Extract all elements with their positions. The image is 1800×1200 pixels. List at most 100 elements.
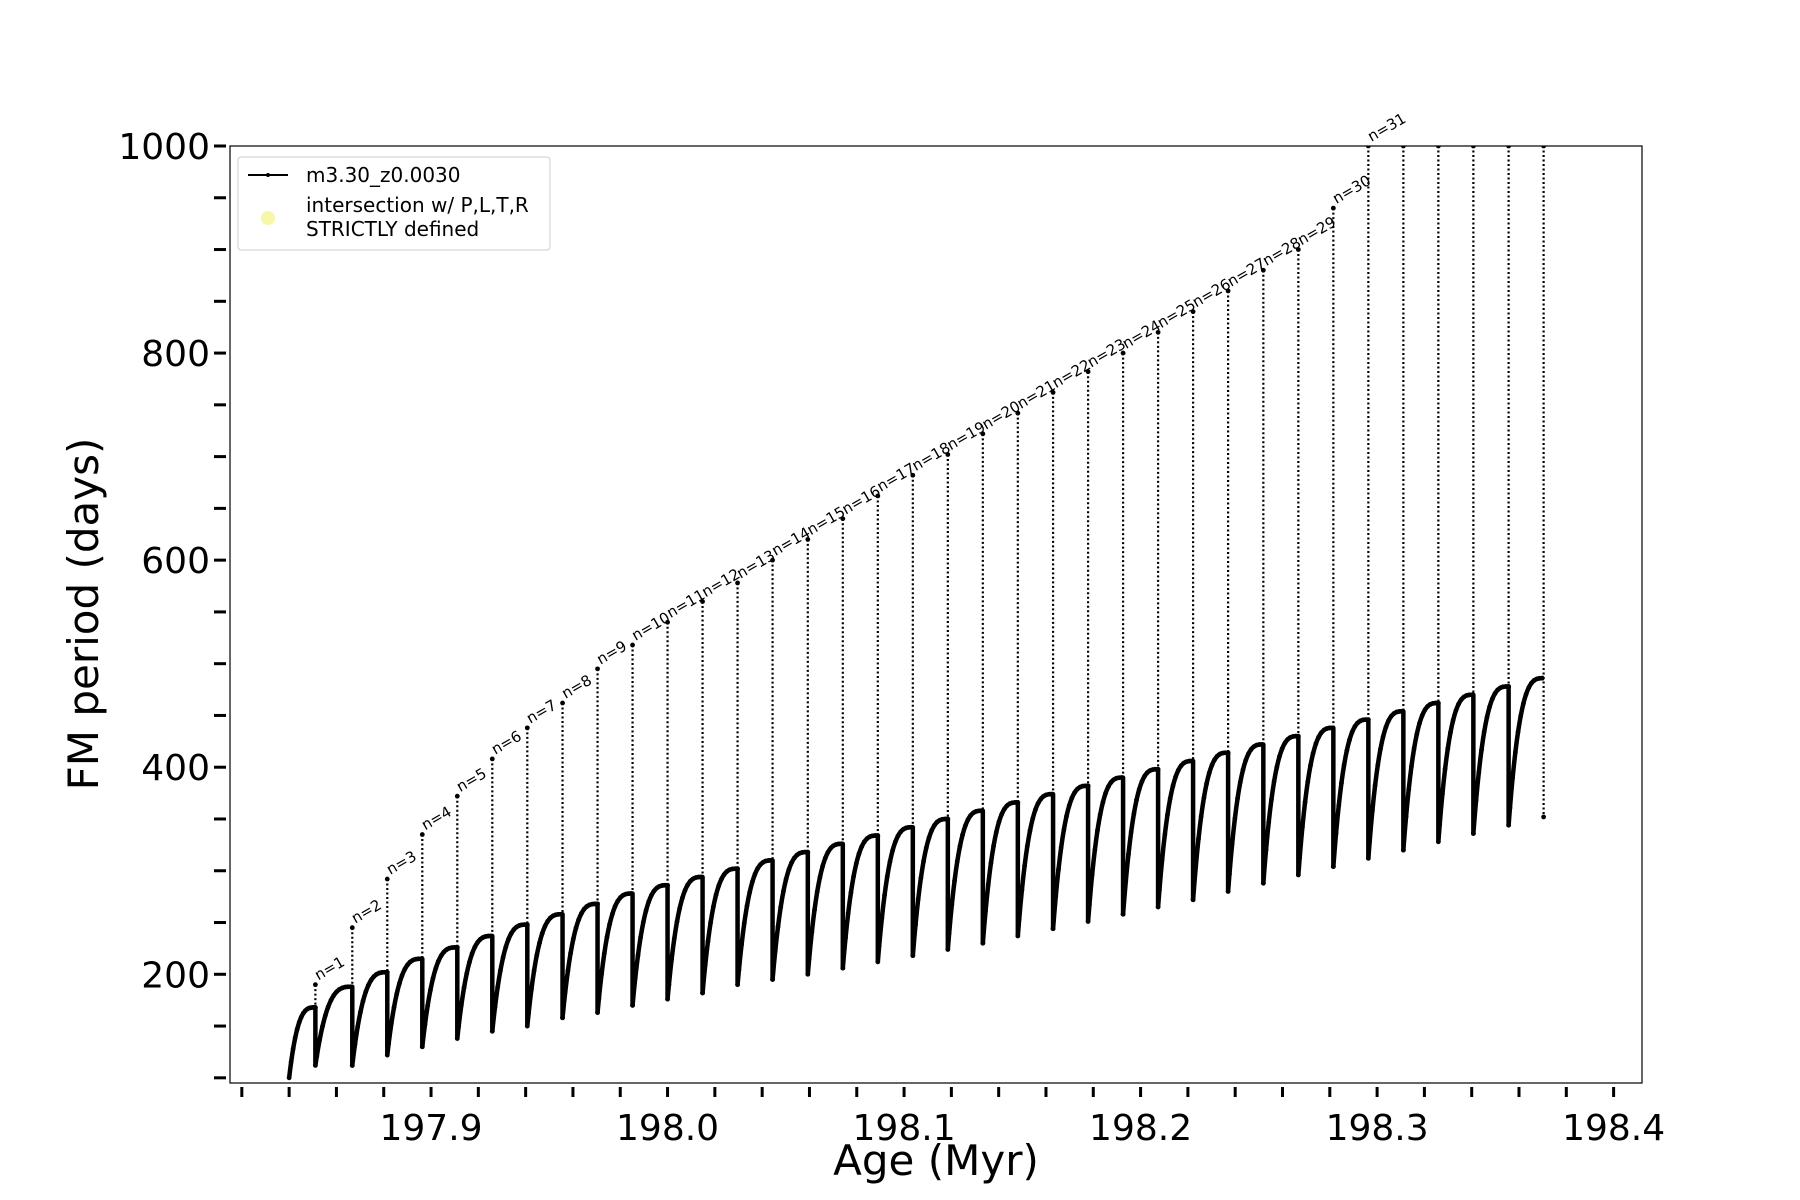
legend: m3.30_z0.0030 intersection w/ P,L,T,R ST…: [237, 156, 551, 251]
series-point: [1030, 816, 1036, 821]
pulse-spike-bottom: [349, 1062, 355, 1068]
plot-area: [229, 145, 1643, 1084]
series-point: [433, 965, 439, 971]
series-point: [1383, 724, 1389, 730]
series-point: [954, 859, 960, 864]
plot-frame: [229, 145, 1643, 1084]
series-point: [1131, 811, 1137, 817]
series-point: [1134, 797, 1139, 803]
series-point: [702, 962, 708, 968]
series-point: [355, 1024, 361, 1030]
series-point: [1352, 724, 1358, 729]
series-point: [1193, 864, 1199, 869]
series-point: [768, 858, 774, 863]
pulse-spike-bottom: [1330, 864, 1336, 870]
series-point: [962, 823, 968, 829]
series-point: [1019, 887, 1025, 893]
series-point: [913, 922, 918, 928]
series-point: [534, 952, 540, 958]
series-point: [1235, 795, 1240, 801]
series-point: [531, 968, 537, 974]
series-point: [1225, 750, 1231, 756]
pulse-spike-top: [840, 516, 846, 522]
series-point: [1139, 779, 1145, 784]
series-point: [685, 882, 691, 888]
pulse-spike-bottom: [875, 959, 881, 965]
series-point: [1365, 717, 1371, 722]
pulse-spike-bottom: [312, 1062, 318, 1068]
series-point: [682, 887, 688, 893]
series-point: [391, 1004, 397, 1010]
series-point: [366, 982, 371, 988]
series-point: [1001, 806, 1007, 812]
series-point: [1339, 780, 1344, 786]
series-point: [1476, 770, 1482, 775]
pulse-spike-top: [665, 619, 670, 625]
series-point: [1274, 764, 1280, 770]
series-point: [1105, 784, 1111, 790]
series-point: [402, 966, 408, 972]
series-point: [1310, 750, 1316, 756]
x-tick-label: 198.1: [853, 1108, 956, 1149]
series-point: [1450, 717, 1456, 723]
x-tick-label: 197.9: [380, 1108, 483, 1149]
series-point: [438, 953, 444, 959]
series-point: [1299, 824, 1305, 830]
series-point: [805, 849, 811, 855]
y-axis-title: FM period (days): [59, 438, 108, 791]
pulse-spike-bottom: [454, 1036, 460, 1041]
legend-intersection-line2: STRICTLY defined: [306, 217, 479, 241]
series-point: [1126, 851, 1131, 857]
series-point: [1492, 690, 1498, 696]
pulse-spike-bottom: [910, 953, 916, 959]
pulse-spike-bottom: [1506, 822, 1512, 828]
series-point: [609, 911, 615, 917]
series-point: [1229, 841, 1235, 847]
x-tick-label: 198.2: [1089, 1108, 1192, 1149]
series-point: [1302, 799, 1308, 805]
series-point: [1372, 783, 1378, 788]
series-point: [999, 811, 1005, 817]
series-point: [1448, 730, 1453, 735]
series-point: [643, 908, 649, 914]
pulse-spike-bottom: [1120, 911, 1126, 917]
series-point: [848, 890, 854, 896]
series-point: [674, 919, 680, 925]
series-point: [545, 918, 551, 924]
pulse-spike-bottom: [524, 1023, 530, 1029]
series-point: [396, 981, 402, 986]
pulse-spike-bottom: [419, 1044, 425, 1050]
series-point: [875, 833, 881, 838]
series-point: [1128, 829, 1134, 835]
series-point: [360, 998, 366, 1004]
series-point: [568, 950, 574, 956]
pulse-spike-bottom: [560, 1015, 565, 1021]
series-point: [1058, 845, 1064, 850]
series-point: [1526, 685, 1532, 690]
pulse-spike-bottom: [700, 990, 705, 996]
series-point: [679, 895, 685, 901]
series-point: [615, 898, 621, 904]
y-tick-label: 800: [141, 334, 210, 375]
x-tick-label: 198.4: [1562, 1108, 1665, 1149]
pulse-spike-top: [1085, 369, 1091, 375]
series-point: [991, 843, 997, 849]
series-point: [931, 823, 937, 828]
series-point: [741, 920, 747, 926]
series-point: [747, 889, 753, 895]
pulse-spike-top: [910, 472, 916, 478]
series-point: [1024, 843, 1030, 849]
series-point: [710, 904, 716, 910]
pulse-spike-top: [630, 642, 635, 648]
series-point: [892, 839, 898, 845]
x-axis-title: Age (Myr): [833, 1136, 1039, 1185]
y-tick-label: 1000: [118, 127, 210, 168]
pulse-spike-bottom: [1155, 904, 1161, 910]
series-point: [879, 915, 885, 921]
series-point: [1232, 816, 1238, 822]
series-point: [1198, 813, 1204, 819]
series-point: [825, 849, 831, 855]
series-point: [1196, 836, 1201, 842]
pulse-spike-bottom: [489, 1028, 495, 1034]
